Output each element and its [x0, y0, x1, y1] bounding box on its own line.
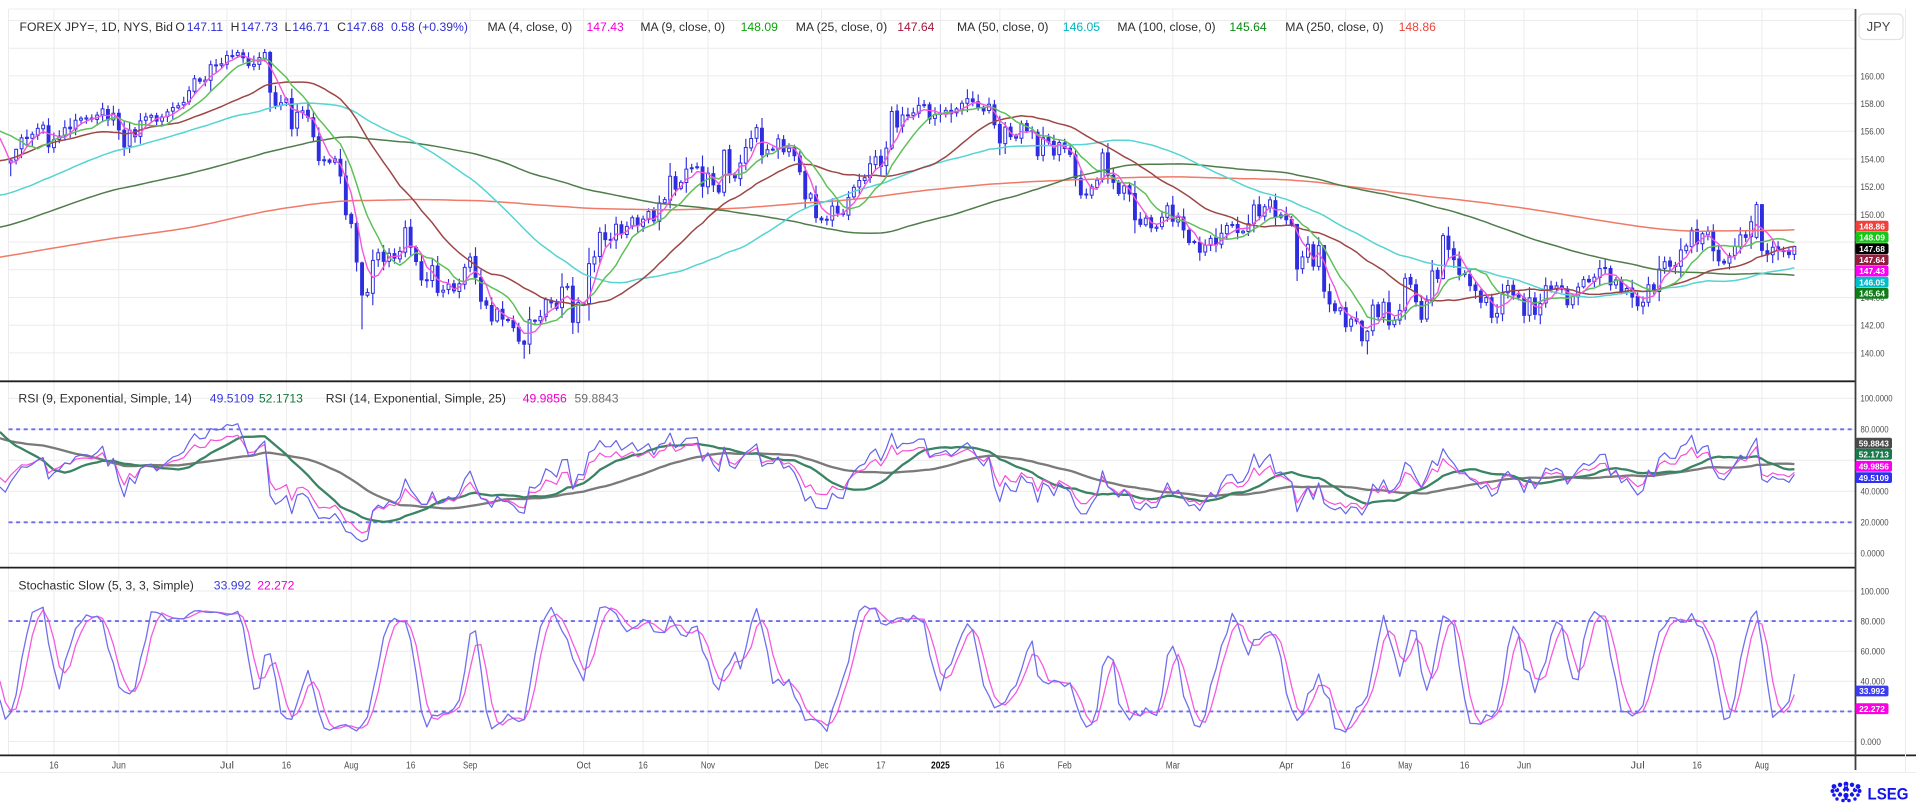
svg-text:146.05: 146.05 [1859, 277, 1885, 287]
svg-text:140.00: 140.00 [1861, 348, 1885, 359]
svg-text:33.992: 33.992 [1859, 686, 1885, 696]
svg-text:16: 16 [1460, 761, 1470, 772]
svg-text:Jul: Jul [220, 761, 234, 772]
svg-text:Mar: Mar [1166, 761, 1181, 772]
svg-text:JPY: JPY [1867, 19, 1891, 34]
svg-text:16: 16 [49, 761, 59, 772]
svg-text:Nov: Nov [701, 761, 715, 772]
svg-text:Aug: Aug [1755, 761, 1769, 772]
svg-text:Jun: Jun [112, 761, 126, 772]
svg-text:Jul: Jul [1631, 761, 1645, 772]
svg-text:40.0000: 40.0000 [1861, 487, 1889, 498]
svg-text:147.43: 147.43 [1859, 266, 1885, 276]
svg-text:Jun: Jun [1517, 761, 1531, 772]
svg-text:20.0000: 20.0000 [1861, 518, 1889, 529]
svg-text:80.0000: 80.0000 [1861, 425, 1889, 436]
svg-text:RSI (9, Exponential, Simple, 1: RSI (9, Exponential, Simple, 14) 49.5109 5… [18, 392, 618, 406]
svg-text:154.00: 154.00 [1861, 154, 1885, 165]
svg-text:16: 16 [1692, 761, 1702, 772]
svg-text:Stochastic Slow (5, 3, 3, Simp: Stochastic Slow (5, 3, 3, Simple) 33.992 2… [18, 579, 294, 593]
svg-text:16: 16 [406, 761, 416, 772]
svg-text:52.1713: 52.1713 [1859, 449, 1889, 459]
svg-text:100.0000: 100.0000 [1861, 394, 1893, 405]
svg-text:Apr: Apr [1279, 761, 1294, 772]
svg-text:100.000: 100.000 [1861, 586, 1890, 597]
svg-text:80.000: 80.000 [1861, 617, 1885, 628]
svg-text:Aug: Aug [344, 761, 358, 772]
svg-text:148.86: 148.86 [1859, 221, 1885, 231]
svg-text:40.000: 40.000 [1861, 677, 1885, 688]
svg-text:Dec: Dec [814, 761, 828, 772]
svg-text:160.00: 160.00 [1861, 71, 1885, 82]
svg-text:2025: 2025 [931, 761, 950, 772]
svg-text:152.00: 152.00 [1861, 182, 1885, 193]
svg-text:148.09: 148.09 [1859, 233, 1885, 243]
svg-text:0.000: 0.000 [1861, 737, 1881, 748]
svg-text:147.64: 147.64 [1859, 255, 1885, 265]
svg-text:156.00: 156.00 [1861, 127, 1885, 138]
svg-text:49.9856: 49.9856 [1859, 462, 1889, 472]
svg-text:LSEG: LSEG [1868, 785, 1909, 803]
svg-text:150.00: 150.00 [1861, 210, 1885, 221]
svg-text:16: 16 [638, 761, 648, 772]
svg-text:Sep: Sep [463, 761, 478, 772]
svg-text:16: 16 [1341, 761, 1351, 772]
svg-text:16: 16 [995, 761, 1005, 772]
svg-text:May: May [1398, 761, 1412, 772]
svg-text:147.68: 147.68 [1859, 244, 1885, 254]
svg-text:16: 16 [282, 761, 292, 772]
svg-text:Oct: Oct [577, 761, 591, 772]
svg-text:0.0000: 0.0000 [1861, 549, 1885, 560]
svg-text:22.272: 22.272 [1859, 704, 1885, 714]
svg-text:Feb: Feb [1058, 761, 1073, 772]
svg-text:158.00: 158.00 [1861, 99, 1885, 110]
svg-text:49.5109: 49.5109 [1859, 473, 1889, 483]
svg-text:60.000: 60.000 [1861, 647, 1885, 658]
svg-text:59.8843: 59.8843 [1859, 438, 1889, 448]
svg-text:145.64: 145.64 [1859, 289, 1885, 299]
svg-text:142.00: 142.00 [1861, 321, 1885, 332]
svg-text:17: 17 [876, 761, 885, 772]
